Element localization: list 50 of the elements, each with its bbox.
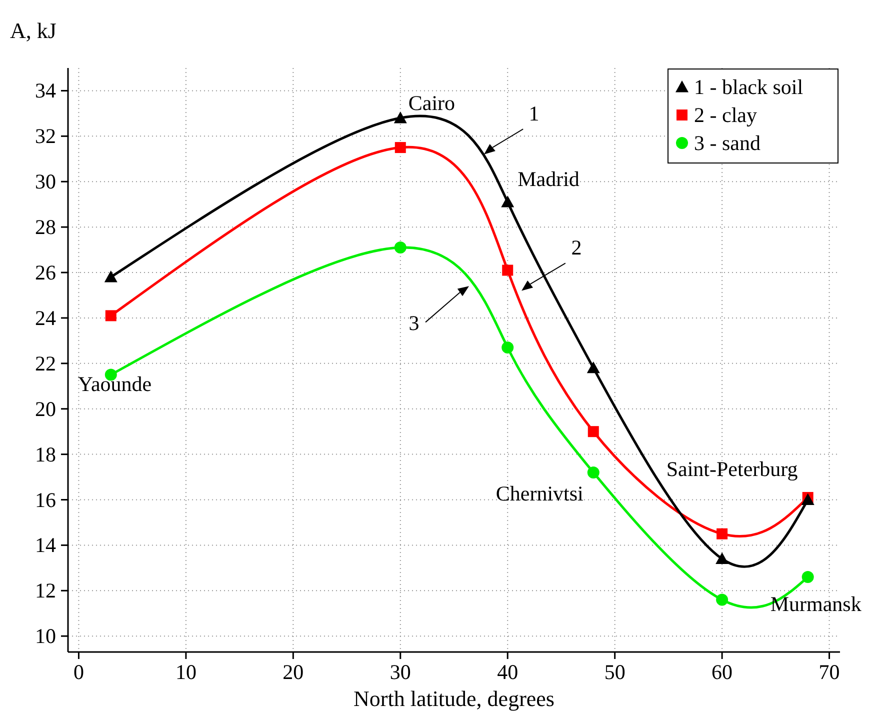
annotation: 1: [528, 101, 540, 126]
y-tick-label: 12: [35, 578, 56, 603]
y-tick-label: 22: [35, 351, 56, 376]
x-axis-title: North latitude, degrees: [354, 686, 554, 711]
y-axis-title: A, kJ: [10, 18, 57, 43]
x-tick-label: 40: [497, 660, 518, 684]
y-tick-label: 16: [35, 488, 56, 512]
y-tick-label: 34: [35, 78, 56, 103]
annotation: Murmansk: [770, 592, 862, 616]
point: [502, 264, 514, 276]
y-tick-label: 32: [35, 124, 56, 148]
point: [394, 111, 407, 124]
point: [588, 426, 599, 438]
annotation: 2: [571, 236, 582, 260]
y-tick-label: 10: [35, 624, 56, 648]
point: [716, 528, 728, 540]
y-tick-label: 18: [35, 442, 56, 466]
annotation: Saint-Peterburg: [666, 456, 798, 481]
legend-label: 3 - sand: [694, 131, 761, 155]
x-tick-label: 50: [604, 660, 626, 684]
point: [716, 594, 728, 606]
point: [716, 552, 729, 564]
x-tick-label: 0: [73, 660, 84, 684]
point: [394, 242, 406, 254]
point: [394, 142, 406, 154]
x-tick-label: 20: [282, 660, 304, 684]
legend-label: 2 - clay: [694, 103, 758, 127]
point: [105, 310, 116, 322]
y-tick-label: 20: [35, 396, 56, 421]
annotation: Madrid: [518, 167, 580, 192]
x-tick-label: 10: [175, 660, 196, 684]
y-tick-label: 14: [35, 533, 56, 558]
annotation: Cairo: [408, 90, 456, 115]
x-tick-label: 60: [712, 660, 733, 684]
y-tick-label: 28: [35, 215, 56, 240]
x-tick-label: 30: [390, 660, 411, 684]
point: [586, 361, 600, 374]
annotation: Yaounde: [78, 372, 152, 396]
annotation: Chernivtsi: [496, 481, 584, 506]
point: [104, 270, 118, 282]
legend-label: 1 - black soil: [694, 75, 804, 99]
x-tick-label: 70: [818, 660, 840, 684]
point: [587, 466, 600, 478]
point: [501, 196, 514, 208]
y-tick-label: 24: [35, 306, 56, 330]
y-tick-label: 26: [35, 260, 56, 285]
annotation: 3: [408, 311, 420, 336]
y-tick-label: 30: [35, 170, 56, 194]
point: [802, 571, 814, 584]
point: [502, 342, 514, 354]
